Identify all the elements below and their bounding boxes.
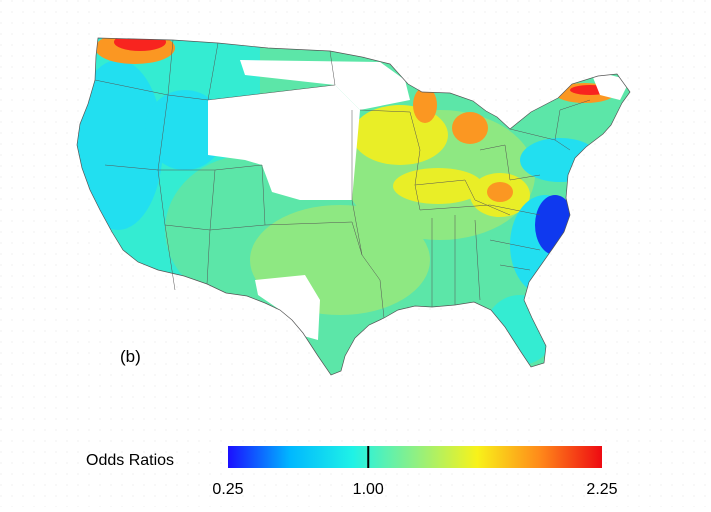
state-border-oklahoma [264, 221, 363, 256]
legend: Odds Ratios 0.25 1.00 2.25 [86, 446, 618, 498]
legend-tick-label-2: 2.25 [586, 481, 617, 498]
state-border-ohio-virginia [479, 144, 541, 181]
state-border-montana [207, 50, 336, 101]
northwest-red-hotspot [114, 38, 166, 51]
state-border-iowa-illinois [359, 109, 421, 211]
no-data-plains-region [208, 85, 360, 200]
state-border-arizona [164, 224, 211, 291]
idaho-turquoise-region [145, 90, 225, 170]
state-border-wa-or [94, 79, 169, 96]
panel-label: (b) [120, 347, 141, 366]
lower-michigan-orange-region [452, 112, 488, 144]
no-data-west-texas-region [255, 275, 320, 340]
legend-tick-labels: 0.25 1.00 2.25 [212, 481, 617, 498]
state-border-carolinas [489, 239, 541, 271]
upper-michigan-orange-region [413, 87, 437, 123]
legend-title: Odds Ratios [86, 452, 174, 469]
state-border-kentucky [414, 179, 511, 216]
pacific-coast-turquoise-region [77, 60, 163, 230]
state-border-new-york [554, 99, 591, 141]
state-border-colorado-west [209, 164, 266, 231]
no-data-northern-plains-region [240, 60, 410, 110]
legend-color-bar [228, 446, 602, 468]
legend-tick-label-0: 0.25 [212, 481, 243, 498]
illinois-yellow-region [393, 168, 483, 204]
state-border-idaho [167, 39, 219, 101]
state-borders [94, 39, 591, 319]
state-border-deep-south [431, 215, 481, 307]
state-border-tennessee [419, 204, 541, 216]
appalachia-orange-hotspot [487, 182, 513, 202]
state-border-missouri-arkansas [351, 110, 385, 319]
legend-tick-label-1: 1.00 [353, 481, 384, 498]
